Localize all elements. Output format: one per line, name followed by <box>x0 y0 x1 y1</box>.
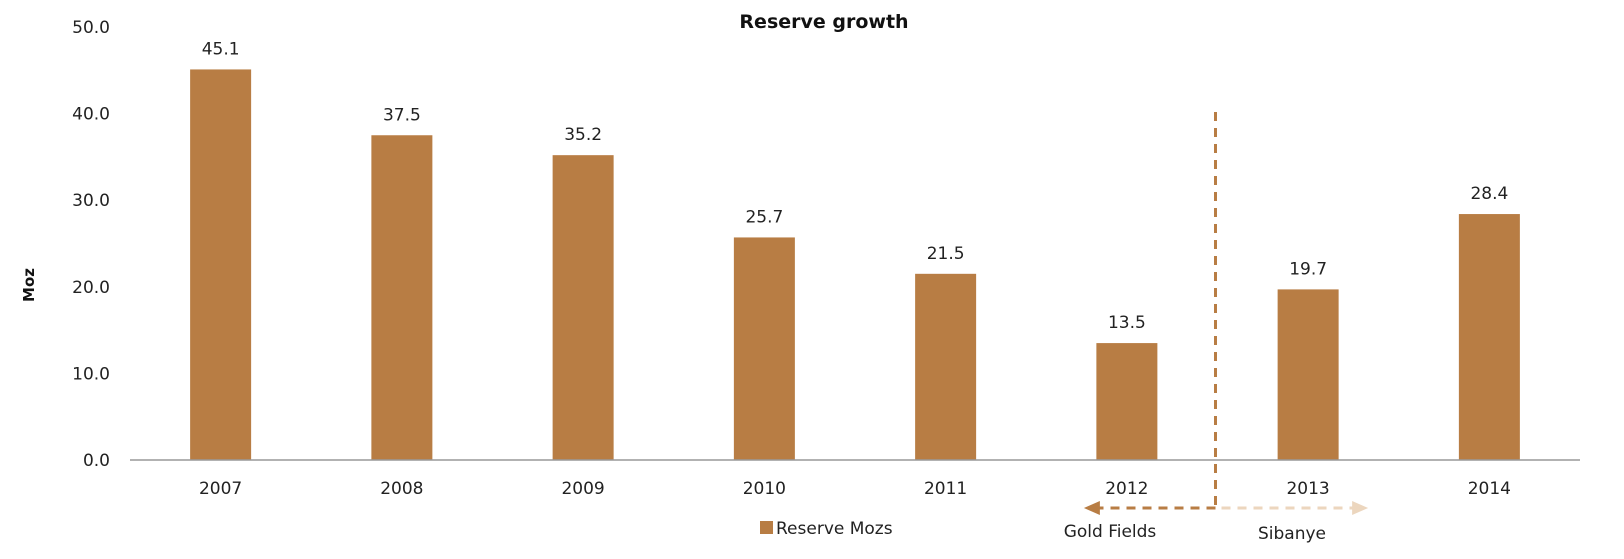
data-label-2014: 28.4 <box>1470 184 1508 204</box>
bar-2013 <box>1277 289 1339 460</box>
x-tick-label-2012: 2012 <box>1105 479 1148 499</box>
data-label-2010: 25.7 <box>745 207 783 227</box>
data-label-2007: 45.1 <box>202 39 240 59</box>
y-axis-ticks: 0.0 10.0 20.0 30.0 40.0 50.0 <box>72 18 110 471</box>
bar-series <box>190 69 1520 461</box>
bar-2012 <box>1096 343 1158 460</box>
x-tick-label-2010: 2010 <box>743 479 786 499</box>
x-axis-ticks: 2007 2008 2009 2010 2011 2012 2013 2014 <box>199 479 1511 499</box>
y-tick-label: 0.0 <box>83 451 110 471</box>
gold-fields-arrow-head <box>1083 501 1100 515</box>
y-tick-label: 30.0 <box>72 191 110 211</box>
bar-2008 <box>371 135 433 460</box>
sibanye-label: Sibanye <box>1258 524 1326 544</box>
data-label-2008: 37.5 <box>383 105 421 125</box>
bar-2014 <box>1458 214 1520 460</box>
y-axis-label: Moz <box>20 268 38 302</box>
y-tick-label: 10.0 <box>72 364 110 384</box>
y-tick-label: 40.0 <box>72 105 110 125</box>
x-tick-label-2014: 2014 <box>1468 479 1511 499</box>
gold-fields-label: Gold Fields <box>1064 522 1157 542</box>
legend-swatch <box>760 521 773 534</box>
sibanye-arrow-head <box>1352 501 1369 515</box>
data-labels: 45.1 37.5 35.2 25.7 21.5 13.5 19.7 28.4 <box>202 39 1509 333</box>
y-tick-label: 20.0 <box>72 278 110 298</box>
bar-2009 <box>552 155 614 460</box>
x-tick-label-2008: 2008 <box>380 479 423 499</box>
x-tick-label-2013: 2013 <box>1286 479 1329 499</box>
company-divider <box>1083 112 1369 515</box>
data-label-2011: 21.5 <box>927 244 965 264</box>
data-label-2012: 13.5 <box>1108 313 1146 333</box>
chart-title: Reserve growth <box>739 11 908 33</box>
x-tick-label-2011: 2011 <box>924 479 967 499</box>
bar-2007 <box>190 69 252 461</box>
data-label-2009: 35.2 <box>564 125 602 145</box>
x-tick-label-2009: 2009 <box>561 479 604 499</box>
legend-label: Reserve Mozs <box>776 519 893 539</box>
y-tick-label: 50.0 <box>72 18 110 38</box>
data-label-2013: 19.7 <box>1289 259 1327 279</box>
bar-2010 <box>733 237 795 460</box>
bar-2011 <box>915 273 977 460</box>
x-tick-label-2007: 2007 <box>199 479 242 499</box>
legend: Reserve Mozs <box>760 519 893 539</box>
